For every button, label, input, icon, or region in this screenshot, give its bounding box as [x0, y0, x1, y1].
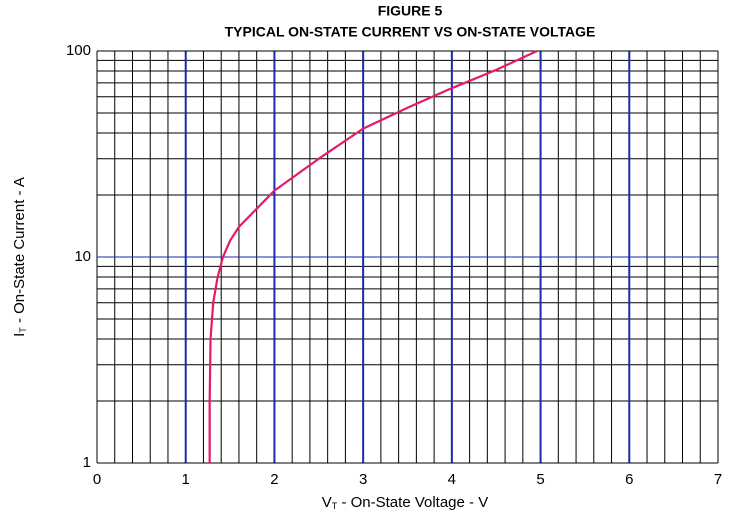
data-line: [208, 50, 538, 463]
x-axis-label: VT - On-State Voltage - V: [322, 494, 488, 511]
chart-subtitle: TYPICAL ON-STATE CURRENT VS ON-STATE VOL…: [225, 24, 596, 40]
chart-title: FIGURE 5: [378, 3, 443, 19]
x-tick-label: 3: [359, 471, 367, 488]
y-axis-label: IT - On-State Current - A: [11, 177, 28, 337]
x-tick-label: 5: [536, 471, 544, 488]
y-tick-label: 10: [74, 248, 91, 265]
y-tick-label: 100: [66, 42, 91, 59]
y-tick-label: 1: [83, 454, 91, 471]
x-tick-label: 1: [182, 471, 190, 488]
x-tick-label: 6: [625, 471, 633, 488]
x-tick-label: 0: [93, 471, 101, 488]
x-tick-label: 7: [714, 471, 722, 488]
x-tick-label: 4: [448, 471, 456, 488]
x-tick-label: 2: [270, 471, 278, 488]
